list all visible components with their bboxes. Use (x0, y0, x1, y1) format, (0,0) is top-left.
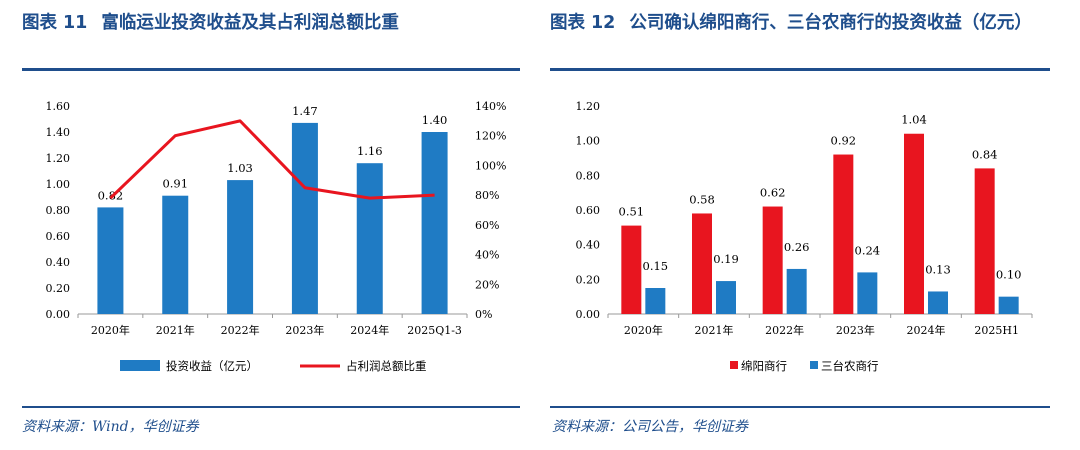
y2-tick-label: 20% (475, 278, 499, 291)
bar-investment-income (421, 132, 448, 314)
x-tick-label: 2025Q1-3 (407, 324, 462, 337)
figure-12-number: 12 (591, 13, 616, 33)
y-tick-label: 0.20 (46, 282, 71, 295)
x-tick-label: 2024年 (350, 323, 389, 337)
y-tick-label: 0.80 (46, 204, 71, 217)
y-tick-label: 1.00 (46, 178, 71, 191)
y-tick-label: 0.20 (576, 273, 601, 286)
y2-tick-label: 120% (475, 130, 506, 143)
bar-mianyang-bank (692, 213, 712, 314)
x-tick-label: 2021年 (695, 323, 734, 337)
figure-11-label: 图表 (22, 13, 57, 33)
figure-11-top-rule (22, 68, 520, 71)
figure-12-chart: 0.00 0.20 0.40 0.60 0.80 1.00 1.20 0.51 0.15 2020… (576, 100, 1033, 373)
bar-data-label: 0.51 (619, 205, 645, 219)
line-profit-share (109, 119, 435, 200)
bar-santai-rural-bank (857, 272, 878, 314)
figure-11-title-text: 富临运业投资收益及其占利润总额比重 (101, 13, 399, 33)
figure-12-title: 图表 12 公司确认绵阳商行、三台农商行的投资收益（亿元） (550, 8, 1050, 38)
bar-data-label: 0.84 (972, 147, 998, 161)
legend-swatch-mianyang-bank (730, 361, 738, 369)
bar-santai-rural-bank (998, 296, 1019, 314)
bar-data-label: 0.62 (760, 186, 786, 200)
bar-mianyang-bank (621, 225, 642, 314)
bar-investment-income (291, 122, 318, 315)
figure-11-source: 资料来源：Wind，华创证券 (22, 419, 199, 435)
figure-12-source: 资料来源：公司公告，华创证券 (552, 419, 748, 435)
bar-santai-rural-bank (928, 291, 948, 314)
figure-12-label: 图表 (550, 13, 585, 33)
y2-tick-label: 0% (475, 308, 492, 321)
x-tick-label: 2020年 (91, 323, 130, 337)
bar-data-label: 0.58 (689, 192, 715, 206)
bar-data-label: 0.26 (784, 240, 810, 254)
y2-tick-label: 140% (475, 100, 506, 113)
bar-mianyang-bank (904, 133, 924, 314)
y2-tick-label: 60% (475, 219, 499, 232)
figure-12-top-rule (550, 68, 1050, 71)
bar-data-label: 0.19 (713, 252, 739, 266)
figure-12-title-text: 公司确认绵阳商行、三台农商行的投资收益（亿元） (629, 13, 1032, 33)
bar-data-label: 1.03 (227, 161, 253, 175)
figure-11-chart: 0.00 0.20 0.40 0.60 0.80 1.00 1.20 1.40 1.60 0% 20… (46, 100, 507, 373)
bar-investment-income (356, 163, 383, 314)
legend-label-investment-income: 投资收益（亿元） (166, 359, 258, 373)
y-tick-label: 1.20 (576, 100, 601, 113)
x-tick-label: 2023年 (285, 323, 324, 337)
bar-mianyang-bank (762, 206, 783, 314)
y-tick-label: 1.40 (46, 126, 71, 139)
y-tick-label: 0.60 (46, 230, 71, 243)
figure-11-title: 图表 11 富临运业投资收益及其占利润总额比重 (22, 8, 530, 38)
y2-tick-label: 80% (475, 189, 499, 202)
figure-11-number: 11 (63, 13, 88, 33)
bar-data-label: 0.92 (831, 134, 857, 148)
x-tick-label: 2022年 (221, 323, 260, 337)
y-tick-label: 0.00 (46, 308, 71, 321)
bar-data-label: 1.04 (901, 113, 927, 127)
bar-investment-income (162, 195, 189, 314)
y-tick-label: 0.00 (576, 308, 601, 321)
bar-investment-income (97, 207, 124, 314)
bar-santai-rural-bank (645, 288, 666, 314)
bar-mianyang-bank (833, 154, 854, 314)
legend-swatch-santai-rural-bank (810, 361, 818, 369)
x-tick-label: 2023年 (836, 323, 875, 337)
y2-tick-label: 100% (475, 159, 506, 172)
y-tick-label: 1.60 (46, 100, 71, 113)
x-tick-label: 2025H1 (974, 324, 1019, 337)
y-tick-label: 1.00 (576, 135, 601, 148)
figure-11-bottom-rule (22, 406, 520, 408)
x-tick-label: 2021年 (156, 323, 195, 337)
x-tick-label: 2020年 (624, 323, 663, 337)
legend-label-mianyang-bank: 绵阳商行 (741, 359, 787, 373)
bar-santai-rural-bank (786, 268, 807, 314)
bar-data-label: 1.47 (292, 104, 318, 118)
bar-data-label: 0.91 (162, 177, 188, 191)
bar-data-label: 0.15 (643, 259, 669, 273)
legend-label-profit-share: 占利润总额比重 (346, 359, 427, 373)
bar-data-label: 0.24 (855, 243, 881, 257)
y-tick-label: 1.20 (46, 152, 71, 165)
bar-santai-rural-bank (716, 281, 736, 314)
bar-investment-income (227, 180, 254, 314)
bar-data-label: 1.40 (422, 113, 448, 127)
figure-12-bottom-rule (550, 406, 1050, 408)
y-tick-label: 0.80 (576, 169, 601, 182)
bar-data-label: 0.13 (925, 262, 951, 276)
bar-mianyang-bank (974, 168, 995, 314)
y-tick-label: 0.40 (576, 239, 601, 252)
x-tick-label: 2024年 (907, 323, 946, 337)
legend-label-santai-rural-bank: 三台农商行 (821, 359, 879, 373)
legend-swatch-investment-income (120, 360, 160, 371)
x-tick-label: 2022年 (765, 323, 804, 337)
bar-data-label: 0.10 (996, 268, 1022, 282)
bar-data-label: 1.16 (357, 144, 383, 158)
y-tick-label: 0.40 (46, 256, 71, 269)
y-tick-label: 0.60 (576, 204, 601, 217)
y2-tick-label: 40% (475, 249, 499, 262)
